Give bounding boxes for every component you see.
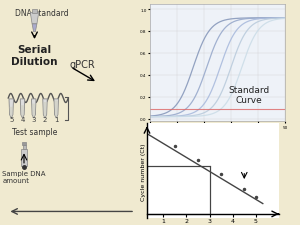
Polygon shape [55,101,58,118]
Bar [32,10,37,14]
Text: Test sample: Test sample [12,127,57,136]
Bar [22,142,26,145]
Polygon shape [54,99,58,119]
Text: qPCR: qPCR [70,60,95,70]
Bar [21,150,27,166]
Text: 3: 3 [32,116,36,122]
Text: Serial
Dilution: Serial Dilution [11,45,58,67]
Polygon shape [32,104,36,118]
Polygon shape [20,99,25,119]
Text: 2: 2 [43,116,47,122]
Polygon shape [43,103,47,118]
Polygon shape [10,107,13,118]
Polygon shape [9,99,14,119]
Y-axis label: Cycle number (Ct): Cycle number (Ct) [141,142,146,200]
Polygon shape [21,106,24,118]
Text: Standard
Curve: Standard Curve [228,86,270,105]
Polygon shape [32,25,37,33]
Polygon shape [32,99,36,119]
Text: Sample DNA
amount: Sample DNA amount [2,170,46,183]
Text: 1: 1 [54,116,58,122]
Bar [147,167,209,214]
Polygon shape [43,99,47,119]
Polygon shape [30,14,39,25]
Bar [22,145,26,150]
Text: 5: 5 [9,116,14,122]
Text: DNA standard: DNA standard [15,9,69,18]
Text: 4: 4 [20,116,25,122]
